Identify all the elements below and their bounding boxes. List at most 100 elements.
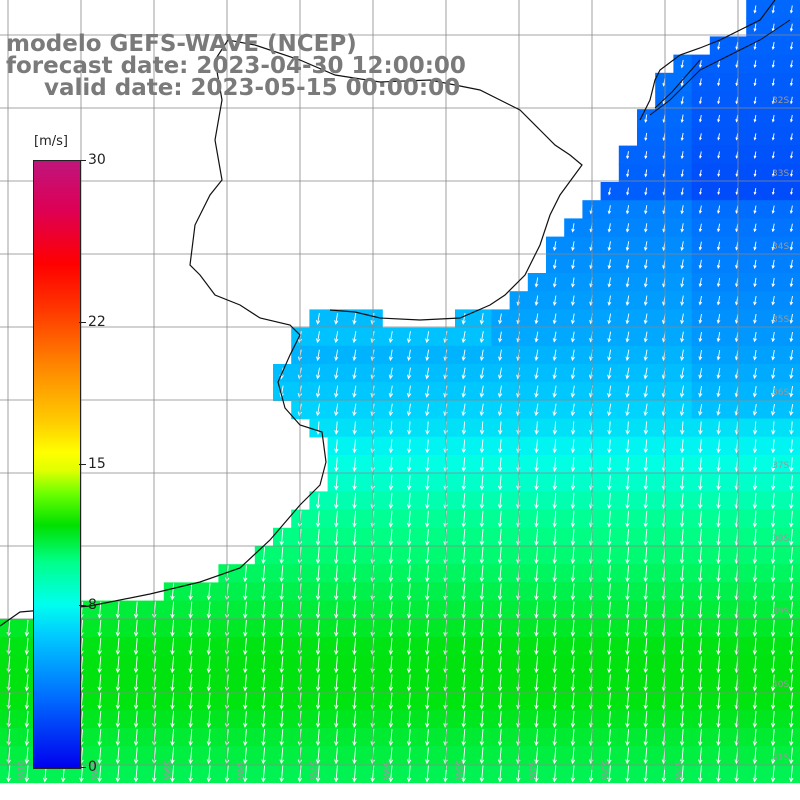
wind-arrow bbox=[425, 619, 430, 637]
wind-arrow bbox=[753, 332, 757, 343]
wind-arrow bbox=[97, 674, 102, 692]
wind-arrow bbox=[497, 601, 503, 619]
wind-arrow bbox=[206, 729, 212, 747]
wind-arrow bbox=[352, 692, 357, 710]
wind-arrow bbox=[607, 421, 612, 435]
wind-arrow bbox=[479, 601, 485, 619]
wind-arrow bbox=[625, 475, 630, 491]
wind-arrow bbox=[752, 765, 758, 783]
wind-arrow bbox=[607, 349, 612, 362]
wind-arrow bbox=[679, 492, 685, 510]
legend-tick-label: 22 bbox=[88, 313, 106, 330]
wind-arrow bbox=[644, 223, 648, 233]
wind-arrow bbox=[679, 403, 685, 417]
wind-arrow bbox=[352, 601, 357, 619]
wind-arrow bbox=[315, 313, 321, 325]
wind-arrow bbox=[425, 510, 430, 528]
wind-arrow bbox=[243, 765, 248, 783]
wind-arrow bbox=[188, 692, 193, 710]
wind-arrow bbox=[261, 638, 266, 656]
wind-arrow bbox=[315, 547, 321, 565]
wind-arrow bbox=[352, 765, 357, 783]
wind-arrow bbox=[497, 385, 503, 398]
wind-arrow bbox=[552, 747, 557, 765]
wind-arrow bbox=[626, 187, 630, 196]
wind-arrow bbox=[552, 421, 558, 435]
wind-arrow bbox=[570, 747, 576, 765]
wind-arrow bbox=[680, 223, 684, 233]
wind-arrow bbox=[716, 619, 721, 637]
wind-arrow bbox=[752, 386, 757, 398]
wind-arrow bbox=[534, 619, 539, 637]
wind-arrow bbox=[735, 78, 739, 87]
wind-arrow bbox=[498, 313, 503, 325]
wind-arrow bbox=[753, 78, 757, 87]
wind-arrow bbox=[753, 188, 757, 196]
wind-arrow bbox=[570, 439, 576, 454]
lon-label: 58W bbox=[234, 760, 244, 780]
wind-arrow bbox=[625, 205, 630, 215]
lat-label: 41S bbox=[772, 753, 789, 763]
wind-arrow bbox=[679, 385, 685, 398]
wind-arrow bbox=[570, 385, 576, 398]
wind-arrow bbox=[24, 638, 30, 656]
wind-arrow bbox=[771, 368, 776, 380]
wind-arrow bbox=[643, 510, 648, 528]
wind-arrow bbox=[334, 619, 339, 637]
wind-arrow bbox=[133, 601, 139, 619]
wind-arrow bbox=[552, 674, 557, 692]
wind-arrow bbox=[789, 747, 794, 765]
wind-arrow bbox=[461, 638, 466, 656]
wind-arrow bbox=[771, 151, 775, 159]
wind-arrow bbox=[479, 457, 485, 472]
wind-arrow bbox=[625, 331, 630, 343]
wind-arrow bbox=[790, 151, 793, 159]
coastline bbox=[0, 0, 791, 627]
wind-arrow bbox=[570, 601, 576, 619]
wind-arrow bbox=[570, 510, 576, 528]
wind-arrow bbox=[534, 403, 539, 417]
wind-arrow bbox=[770, 747, 776, 765]
wind-arrow bbox=[771, 277, 775, 288]
wind-arrow bbox=[699, 188, 702, 196]
wind-arrow bbox=[789, 528, 794, 546]
wind-arrow bbox=[406, 729, 412, 747]
wind-arrow bbox=[735, 133, 739, 141]
wind-arrow bbox=[133, 656, 139, 674]
wind-arrow bbox=[315, 638, 321, 656]
wind-arrow bbox=[534, 421, 539, 435]
wind-arrow bbox=[170, 656, 175, 674]
wind-arrow bbox=[388, 729, 394, 747]
wind-arrow bbox=[752, 510, 758, 528]
wind-arrow bbox=[625, 223, 630, 233]
wind-arrow bbox=[752, 421, 758, 435]
wind-arrow bbox=[680, 331, 685, 343]
wind-arrow bbox=[388, 710, 394, 728]
wind-arrow bbox=[716, 295, 721, 306]
wind-arrow bbox=[334, 385, 339, 398]
wind-arrow bbox=[698, 259, 703, 269]
wind-arrow bbox=[752, 619, 758, 637]
wind-arrow bbox=[352, 421, 357, 435]
wind-arrow bbox=[352, 510, 357, 528]
wind-arrow bbox=[717, 60, 721, 69]
wind-arrow bbox=[243, 656, 248, 674]
wind-arrow bbox=[752, 601, 758, 619]
wind-arrow bbox=[170, 710, 175, 728]
wind-arrow bbox=[97, 729, 102, 747]
wind-arrow bbox=[771, 78, 775, 87]
wind-arrow bbox=[698, 332, 703, 343]
wind-arrow bbox=[133, 692, 139, 710]
wind-arrow bbox=[607, 510, 612, 528]
wind-arrow bbox=[97, 710, 102, 728]
wind-arrow bbox=[388, 692, 394, 710]
wind-arrow bbox=[752, 565, 758, 583]
wind-arrow bbox=[679, 692, 685, 710]
wind-arrow bbox=[716, 492, 721, 510]
wind-arrow bbox=[24, 674, 30, 692]
wind-arrow bbox=[334, 747, 339, 765]
wind-arrow bbox=[461, 457, 466, 472]
wind-arrow bbox=[571, 295, 575, 306]
wind-arrow bbox=[534, 565, 539, 583]
wind-arrow bbox=[680, 59, 684, 69]
